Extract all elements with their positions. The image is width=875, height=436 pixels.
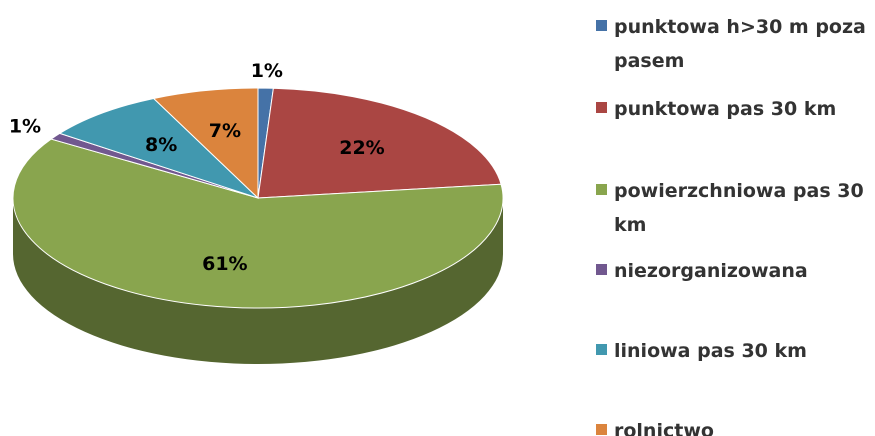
slice	[58, 97, 259, 199]
data-label: 1%	[251, 60, 283, 82]
legend-item: liniowa pas 30 km	[596, 334, 871, 368]
legend-item: powierzchniowa pas 30 km	[596, 174, 871, 242]
pie-area: 1% 22% 61% 1% 8% 7%	[9, 60, 504, 364]
legend-swatch	[596, 184, 607, 195]
legend-label: niezorganizowana	[614, 260, 808, 282]
legend-label: rolnictwo	[614, 420, 714, 436]
slice	[12, 138, 504, 309]
data-label: 1%	[9, 115, 41, 137]
slice-side	[13, 198, 503, 364]
legend-swatch	[596, 344, 607, 355]
slice	[152, 87, 259, 200]
legend-swatch	[596, 424, 607, 435]
data-label: 61%	[202, 253, 247, 275]
legend-label: punktowa pas 30 km	[614, 98, 837, 120]
legend-swatch	[596, 20, 607, 31]
data-label: 22%	[339, 137, 384, 159]
slice	[257, 87, 502, 199]
legend-item: punktowa h>30 m poza pasem	[596, 10, 871, 78]
legend-label: liniowa pas 30 km	[614, 340, 807, 362]
legend-swatch	[596, 264, 607, 275]
data-label: 7%	[209, 120, 241, 142]
legend-item: niezorganizowana	[596, 254, 871, 288]
legend-item: punktowa pas 30 km	[596, 92, 871, 126]
legend-label: powierzchniowa pas 30 km	[614, 180, 864, 236]
legend-item: rolnictwo	[596, 414, 871, 436]
legend-label: punktowa h>30 m poza pasem	[614, 16, 866, 72]
legend-swatch	[596, 102, 607, 113]
data-label: 8%	[145, 134, 177, 156]
